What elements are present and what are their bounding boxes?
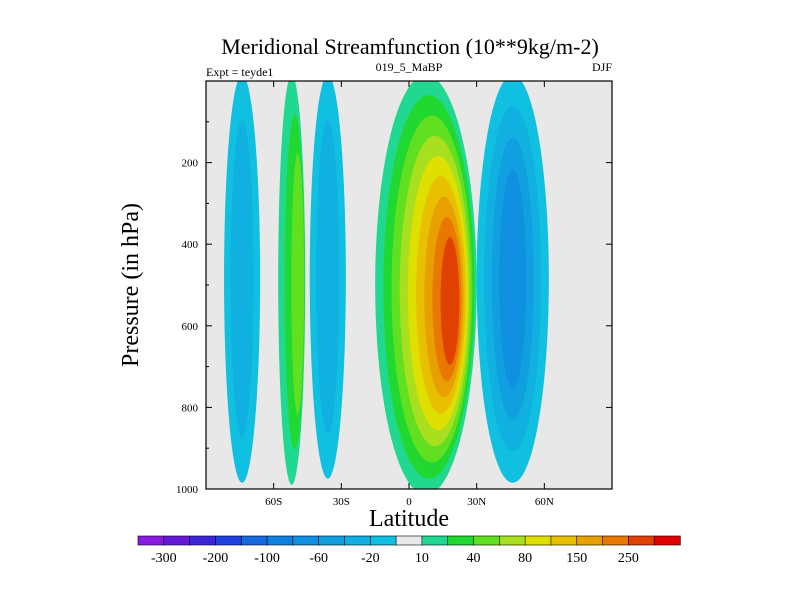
colorbar-swatch [266,535,294,546]
colorbar-swatch [163,535,191,546]
x-tick-label: 60S [265,496,282,508]
colorbar-label: 250 [618,551,639,566]
colorbar-swatch [653,535,681,546]
colorbar-label: 10 [415,551,429,566]
colorbar-swatch [447,535,475,546]
colorbar-swatch [550,535,578,546]
x-tick-label: 30S [333,496,350,508]
colorbar-swatch [189,535,217,546]
colorbar-label: -20 [361,551,380,566]
y-tick-label: 600 [182,321,199,333]
north-midlat-cell-level--60 [499,169,527,389]
far-south-cell-level--20 [230,120,254,438]
x-axis: 60S 30S 0 30N 60N [265,81,554,508]
colorbar-label: -200 [203,551,229,566]
colorbar-swatch [576,535,604,546]
colorbar-swatch [369,535,397,546]
y-tick-label: 800 [182,402,199,414]
colorbar-swatch [240,535,268,546]
colorbar-label: 150 [566,551,587,566]
colorbar-swatch [473,535,501,546]
colorbar-swatch [499,535,526,546]
y-tick-label: 1000 [176,484,199,496]
y-tick-label: 400 [182,239,199,251]
y-tick-label: 200 [182,158,199,170]
south-subtropical-cell-level--20 [316,119,340,434]
south-midlat-jet-level-40 [291,153,305,415]
y-axis: 200 400 600 800 1000 [176,121,612,496]
colorbar-label: -60 [309,551,328,566]
colorbar-label: 80 [518,551,532,566]
x-tick-label: 60N [535,496,554,508]
colorbar: -300 -200 -100 -60 -20 10 40 80 150 250 [137,535,681,566]
x-tick-label: 0 [406,496,412,508]
colorbar-swatch [344,535,371,546]
y-axis-label: Pressure (in hPa) [118,203,144,367]
colorbar-label: 40 [467,551,481,566]
colorbar-label: -100 [254,551,280,566]
colorbar-swatch [137,535,165,546]
colorbar-swatch [524,535,552,546]
colorbar-swatch [628,535,655,546]
hadley-cell-level-250 [440,237,460,365]
season-label: DJF [592,60,612,74]
colorbar-swatch [421,535,449,546]
colorbar-swatch [602,535,630,546]
x-tick-label: 30N [467,496,486,508]
contour-field [224,81,549,489]
experiment-label: Expt = teyde1 [206,65,273,79]
colorbar-swatch [318,535,346,546]
colorbar-swatch [292,535,320,546]
run-label: 019_5_MaBP [376,60,443,74]
colorbar-label: -300 [151,551,177,566]
colorbar-swatch [395,535,423,546]
x-axis-label: Latitude [369,506,449,532]
colorbar-swatch [215,535,242,546]
chart-title: Meridional Streamfunction (10**9kg/m-2) [221,34,599,59]
